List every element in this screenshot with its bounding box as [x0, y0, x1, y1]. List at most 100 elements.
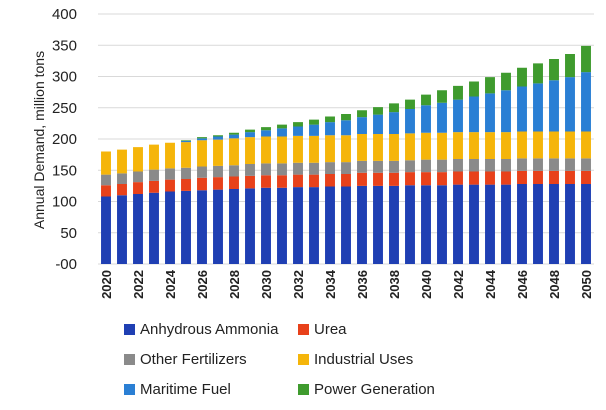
bar-segment-power-generation-2034 [325, 116, 335, 123]
bar-segment-urea-2024 [165, 179, 175, 192]
bar-segment-anhydrous-ammonia-2020 [101, 196, 111, 264]
bar-segment-industrial-uses-2034 [325, 135, 335, 163]
bar-segment-urea-2043 [469, 171, 479, 185]
bar-segment-urea-2029 [245, 175, 255, 189]
bar-segment-power-generation-2039 [405, 99, 415, 109]
bar-segment-anhydrous-ammonia-2028 [229, 189, 239, 264]
bar-segment-other-fertilizers-2032 [293, 162, 303, 175]
bar-segment-industrial-uses-2042 [453, 132, 463, 159]
bar-segment-industrial-uses-2043 [469, 132, 479, 159]
bar-segment-maritime-fuel-2045 [501, 90, 511, 133]
bar-segment-other-fertilizers-2034 [325, 162, 335, 174]
bar-segment-urea-2050 [581, 170, 591, 184]
x-tick-label: 2028 [227, 270, 242, 299]
y-tick-label: 300 [52, 69, 77, 86]
bar-segment-urea-2040 [421, 172, 431, 186]
x-tick-label: 2046 [515, 270, 530, 299]
y-tick-label: 100 [52, 194, 77, 211]
bar-segment-anhydrous-ammonia-2034 [325, 186, 335, 264]
bar-segment-industrial-uses-2049 [565, 131, 575, 159]
bar-segment-industrial-uses-2031 [277, 136, 287, 164]
bar-segment-maritime-fuel-2044 [485, 93, 495, 133]
bar-segment-other-fertilizers-2023 [149, 169, 159, 181]
bar-segment-other-fertilizers-2042 [453, 159, 463, 172]
legend-swatch-urea [298, 324, 309, 335]
bar-segment-anhydrous-ammonia-2050 [581, 184, 591, 264]
bar-segment-other-fertilizers-2028 [229, 165, 239, 177]
bar-segment-anhydrous-ammonia-2021 [117, 195, 127, 264]
bar-segment-anhydrous-ammonia-2033 [309, 187, 319, 264]
bar-segment-other-fertilizers-2040 [421, 159, 431, 173]
x-tick-label: 2032 [291, 270, 306, 299]
bar-segment-maritime-fuel-2046 [517, 86, 527, 132]
bar-segment-maritime-fuel-2031 [277, 128, 287, 137]
bar-segment-maritime-fuel-2049 [565, 77, 575, 132]
bar-segment-power-generation-2048 [549, 59, 559, 81]
x-tick-label: 2034 [323, 269, 338, 299]
x-ticks: 2020 2022 2024 2026 2028 2030 2032 2034 2036 2038… [99, 269, 594, 299]
bar-segment-anhydrous-ammonia-2045 [501, 184, 511, 264]
bar-segment-urea-2025 [181, 179, 191, 191]
bar-segment-urea-2038 [389, 172, 399, 186]
y-tick-label: 400 [52, 6, 77, 23]
bar-segment-industrial-uses-2027 [213, 139, 223, 166]
bar-segment-other-fertilizers-2037 [373, 160, 383, 173]
bar-segment-power-generation-2042 [453, 85, 463, 100]
bar-segment-anhydrous-ammonia-2048 [549, 184, 559, 264]
bar-segment-maritime-fuel-2050 [581, 72, 591, 132]
bar-segment-power-generation-2040 [421, 94, 431, 106]
bar-segment-urea-2032 [293, 174, 303, 188]
bar-segment-maritime-fuel-2034 [325, 122, 335, 136]
bar-segment-other-fertilizers-2045 [501, 159, 511, 172]
bar-segment-other-fertilizers-2025 [181, 167, 191, 179]
bar-segment-industrial-uses-2044 [485, 132, 495, 159]
bar-segment-industrial-uses-2025 [181, 142, 191, 168]
bar-segment-power-generation-2030 [261, 127, 271, 131]
bar-segment-urea-2020 [101, 185, 111, 197]
bar-segment-maritime-fuel-2028 [229, 134, 239, 139]
bar-segment-anhydrous-ammonia-2041 [437, 185, 447, 264]
bar-segment-other-fertilizers-2050 [581, 158, 591, 171]
bar-segment-urea-2039 [405, 172, 415, 186]
legend-swatch-power-generation [298, 384, 309, 395]
bar-segment-industrial-uses-2020 [101, 151, 111, 175]
bar-segment-urea-2033 [309, 174, 319, 188]
y-tick-label: 150 [52, 162, 77, 179]
legend-label: Industrial Uses [314, 351, 413, 368]
bar-segment-maritime-fuel-2042 [453, 99, 463, 133]
bar-segment-maritime-fuel-2038 [389, 112, 399, 134]
y-tick-label: 200 [52, 131, 77, 148]
bar-segment-industrial-uses-2026 [197, 140, 207, 167]
bar-segment-urea-2041 [437, 172, 447, 186]
x-tick-label: 2042 [451, 270, 466, 299]
bar-segment-maritime-fuel-2039 [405, 109, 415, 134]
bar-segment-anhydrous-ammonia-2026 [197, 190, 207, 264]
bar-segment-maritime-fuel-2026 [197, 138, 207, 141]
legend-label: Other Fertilizers [140, 351, 247, 368]
bar-segment-urea-2022 [133, 182, 143, 194]
bar-segment-power-generation-2046 [517, 67, 527, 87]
bar-segment-other-fertilizers-2024 [165, 168, 175, 180]
bar-segment-urea-2042 [453, 171, 463, 185]
bar-segment-anhydrous-ammonia-2027 [213, 189, 223, 264]
bar-segment-maritime-fuel-2036 [357, 117, 367, 134]
bar-segment-industrial-uses-2024 [165, 142, 175, 169]
x-tick-label: 2026 [195, 270, 210, 299]
bar-segment-other-fertilizers-2030 [261, 163, 271, 176]
bar-segment-industrial-uses-2032 [293, 135, 303, 163]
bar-segment-power-generation-2041 [437, 90, 447, 103]
bar-segment-anhydrous-ammonia-2039 [405, 185, 415, 264]
bar-segment-anhydrous-ammonia-2030 [261, 187, 271, 264]
bar-segment-industrial-uses-2038 [389, 134, 399, 161]
legend-label: Urea [314, 321, 347, 338]
bar-segment-maritime-fuel-2027 [213, 136, 223, 140]
bar-segment-urea-2044 [485, 171, 495, 185]
bar-segment-urea-2036 [357, 172, 367, 186]
bar-segment-other-fertilizers-2046 [517, 158, 527, 171]
bar-segment-other-fertilizers-2036 [357, 160, 367, 173]
bar-segment-maritime-fuel-2041 [437, 102, 447, 133]
bar-segment-urea-2049 [565, 170, 575, 184]
bar-segment-anhydrous-ammonia-2035 [341, 186, 351, 264]
bar-segment-anhydrous-ammonia-2049 [565, 184, 575, 264]
bar-segment-anhydrous-ammonia-2047 [533, 184, 543, 264]
